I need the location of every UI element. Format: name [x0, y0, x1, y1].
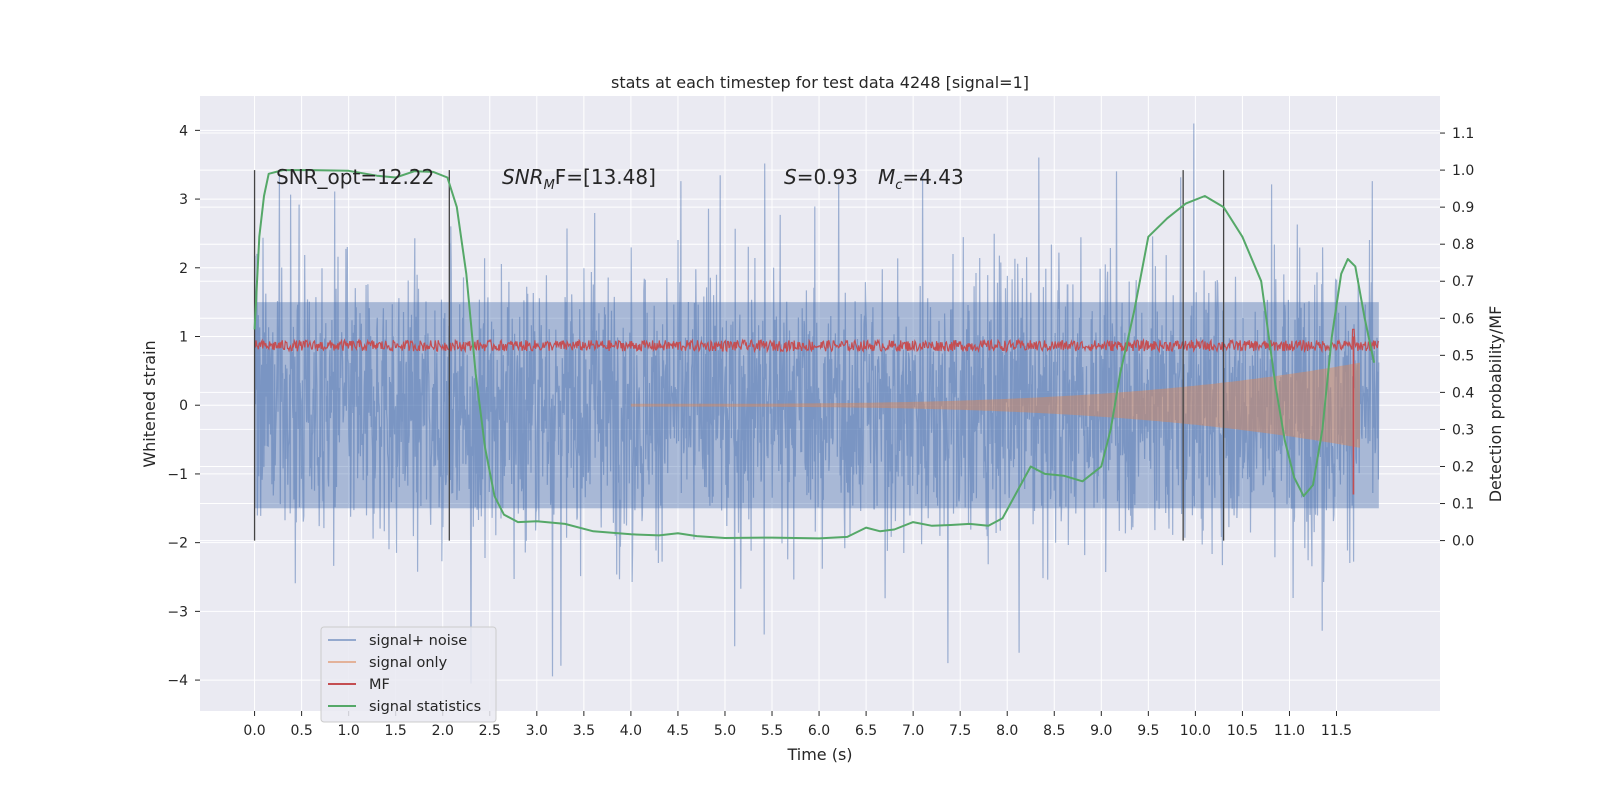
legend-label-signal-noise: signal+ noise: [369, 633, 467, 649]
y2-tick-label-3: 0.8: [1452, 237, 1474, 253]
y-tick-label-5: −1: [167, 467, 188, 483]
signal-statistics-series: [253, 169, 1376, 540]
y2-tick-label-8: 0.3: [1452, 422, 1474, 438]
signal-noise-series: [254, 123, 1380, 684]
signal-only-series: [630, 362, 1360, 448]
s-annotation: S=0.93: [784, 165, 858, 189]
y2-tick-label-9: 0.2: [1452, 459, 1474, 475]
vertical-markers: [253, 170, 1225, 541]
x-tick-label-15: 7.5: [949, 723, 971, 739]
mc-subscript: c: [895, 178, 902, 193]
y2-tick-label-10: 0.1: [1452, 497, 1474, 513]
snr-opt-annotation: SNR_opt=12.22: [276, 165, 434, 189]
x-tick-label-0: 0.0: [243, 723, 265, 739]
x-tick-label-8: 4.0: [620, 723, 642, 739]
y2-axis-label: Detection probability/MF: [1486, 306, 1505, 503]
y2-tick-label-4: 0.7: [1452, 274, 1474, 290]
x-tick-label-9: 4.5: [667, 723, 689, 739]
x-tick-label-7: 3.5: [573, 723, 595, 739]
y2-axis-ticks: 1.1 1.0 0.9 0.8 0.7 0.6 0.5 0.4 0.3 0.2 0.1 0.0: [1440, 126, 1474, 550]
signal-noise-line: [254, 123, 1380, 684]
y-tick-label-1: 3: [179, 192, 188, 208]
y-tick-label-8: −4: [167, 673, 188, 689]
chart-title: stats at each timestep for test data 424…: [611, 73, 1029, 92]
y2-tick-label-1: 1.0: [1452, 163, 1474, 179]
y2-tick-label-11: 0.0: [1452, 534, 1474, 550]
y-tick-label-4: 0: [179, 398, 188, 414]
x-tick-label-5: 2.5: [479, 723, 501, 739]
snr-mf-symbol: SNR: [502, 165, 544, 189]
signal-statistics-line: [253, 169, 1376, 540]
mf-line: [254, 328, 1380, 354]
legend-label-signal-only: signal only: [369, 655, 448, 671]
x-tick-label-16: 8.0: [996, 723, 1018, 739]
y2-tick-label-7: 0.4: [1452, 385, 1474, 401]
y-axis-label: Whitened strain: [140, 340, 159, 467]
x-tick-label-17: 8.5: [1043, 723, 1065, 739]
mc-annotation: Mc=4.43: [878, 165, 964, 193]
y-axis-ticks: 4 3 2 1 0 −1 −2 −3 −4: [167, 123, 200, 689]
s-symbol: S: [784, 165, 797, 189]
x-tick-label-20: 10.0: [1180, 723, 1211, 739]
mf-series: [254, 328, 1380, 495]
x-tick-label-21: 10.5: [1227, 723, 1258, 739]
legend-label-mf: MF: [369, 677, 390, 693]
y-tick-label-0: 4: [179, 123, 188, 139]
x-tick-label-14: 7.0: [902, 723, 924, 739]
x-tick-label-22: 11.0: [1274, 723, 1305, 739]
y-tick-label-7: −3: [167, 604, 188, 620]
legend: signal+ noise signal only MF signal stat…: [320, 626, 497, 723]
x-tick-label-11: 5.5: [761, 723, 783, 739]
signal-only-envelope: [630, 362, 1360, 448]
x-tick-label-23: 11.5: [1321, 723, 1352, 739]
snr-mf-annotation: SNRMF=[13.48]: [502, 165, 656, 193]
mc-value: =4.43: [902, 165, 963, 189]
x-tick-label-4: 2.0: [432, 723, 454, 739]
x-tick-label-2: 1.0: [338, 723, 360, 739]
x-tick-label-6: 3.0: [526, 723, 548, 739]
s-value: =0.93: [797, 165, 858, 189]
y-tick-label-3: 1: [179, 330, 188, 346]
y2-tick-label-6: 0.5: [1452, 348, 1474, 364]
x-axis-label: Time (s): [786, 745, 852, 764]
legend-label-signal-statistics: signal statistics: [369, 699, 481, 715]
y2-tick-label-2: 0.9: [1452, 200, 1474, 216]
x-tick-label-3: 1.5: [385, 723, 407, 739]
y2-tick-label-0: 1.1: [1452, 126, 1474, 142]
x-tick-label-19: 9.5: [1137, 723, 1159, 739]
y2-tick-label-5: 0.6: [1452, 311, 1474, 327]
y-tick-label-2: 2: [179, 261, 188, 277]
legend-box: [320, 626, 497, 723]
x-tick-label-1: 0.5: [290, 723, 312, 739]
x-tick-label-13: 6.5: [855, 723, 877, 739]
signal-noise-dense-band: [254, 302, 1379, 509]
snr-mf-value: F=[13.48]: [555, 165, 656, 189]
x-tick-label-10: 5.0: [714, 723, 736, 739]
y-tick-label-6: −2: [167, 536, 188, 552]
snr-mf-subscript: M: [544, 178, 555, 193]
mc-symbol: M: [878, 165, 895, 189]
x-tick-label-12: 6.0: [808, 723, 830, 739]
x-tick-label-18: 9.0: [1090, 723, 1112, 739]
x-axis-ticks: 0.0 0.5 1.0 1.5 2.0 2.5 3.0 3.5 4.0 4.5 5.0 5.5 6.0 6…: [243, 711, 1352, 739]
